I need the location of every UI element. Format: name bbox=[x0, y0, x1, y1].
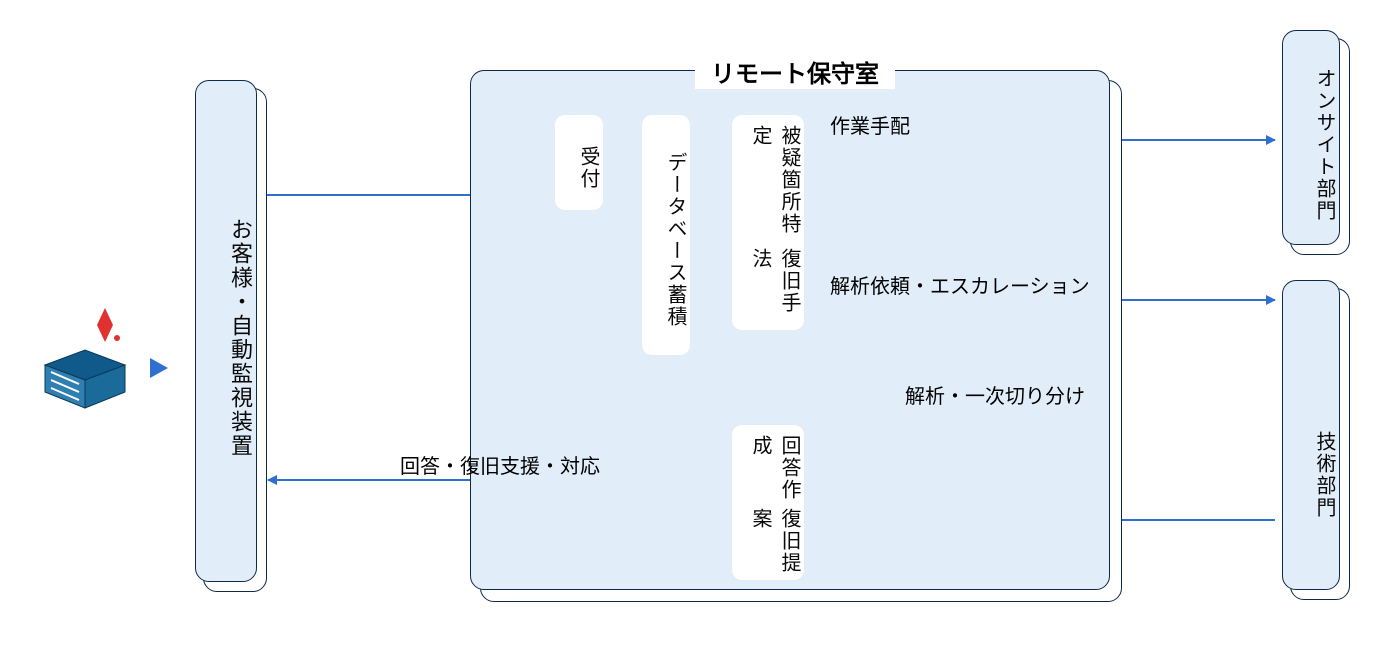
remote-room-title: リモート保守室 bbox=[695, 54, 895, 89]
label-reply: 回答・復旧支援・対応 bbox=[400, 450, 600, 479]
onsite-label: オンサイト部門 bbox=[1310, 54, 1339, 222]
identify-line2: 復旧手法 bbox=[746, 248, 804, 330]
response-line2: 復旧提案 bbox=[746, 508, 804, 581]
customer-box-wrap: お客様・自動監視装置 bbox=[195, 80, 265, 590]
accept-box: 受付 bbox=[555, 115, 603, 210]
identify-box: 被疑箇所特定 復旧手法 bbox=[732, 115, 804, 330]
customer-label: お客様・自動監視装置 bbox=[224, 204, 256, 458]
response-box: 回答作成 復旧提案 bbox=[732, 425, 804, 580]
diagram-canvas: お客様・自動監視装置 リモート保守室 受付 データベース蓄積 被疑箇所特定 復旧… bbox=[0, 0, 1400, 670]
tech-box: 技術部門 bbox=[1282, 280, 1340, 590]
tech-box-wrap: 技術部門 bbox=[1282, 280, 1352, 600]
onsite-box: オンサイト部門 bbox=[1282, 30, 1340, 245]
identify-line1: 被疑箇所特定 bbox=[746, 125, 804, 248]
remote-room-wrap: リモート保守室 受付 データベース蓄積 被疑箇所特定 復旧手法 回答作成 復旧提… bbox=[470, 70, 1120, 600]
label-analysis: 解析・一次切り分け bbox=[905, 380, 1085, 409]
response-line1: 回答作成 bbox=[746, 435, 804, 508]
customer-box: お客様・自動監視装置 bbox=[195, 80, 257, 582]
db-store-label: データベース蓄積 bbox=[661, 152, 690, 328]
db-store-box: データベース蓄積 bbox=[642, 115, 690, 355]
tech-label: 技術部門 bbox=[1310, 351, 1339, 519]
accept-label: 受付 bbox=[574, 146, 603, 190]
label-escalation: 解析依頼・エスカレーション bbox=[830, 270, 1090, 299]
label-work-arrange: 作業手配 bbox=[830, 110, 910, 139]
onsite-box-wrap: オンサイト部門 bbox=[1282, 30, 1352, 255]
device-icon bbox=[45, 308, 125, 408]
